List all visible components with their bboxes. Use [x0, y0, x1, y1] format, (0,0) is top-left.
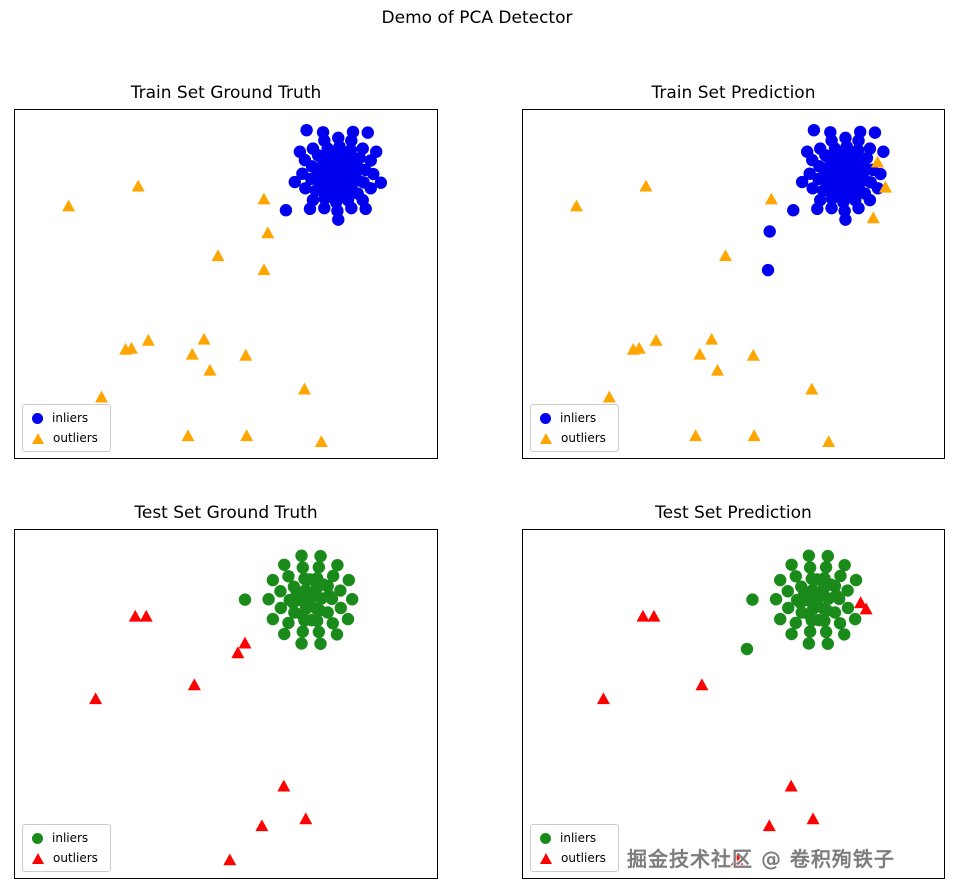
watermark-text: 掘金技术社区 @ 卷积殉铁子 — [627, 847, 895, 871]
legend-label-inliers: inliers — [560, 411, 597, 425]
outliers-marker-icon — [32, 852, 44, 864]
outliers-marker-icon — [32, 432, 44, 444]
subplot-title-train-prediction: Train Set Prediction — [651, 83, 816, 103]
legend-label-outliers: outliers — [561, 431, 606, 445]
axes-test-prediction: inliers outliers — [522, 529, 945, 879]
figure-title: Demo of PCA Detector — [381, 8, 573, 28]
legend-row-inliers: inliers — [540, 411, 606, 425]
legend-test-ground-truth: inliers outliers — [22, 824, 111, 872]
legend-test-prediction: inliers outliers — [530, 824, 619, 872]
legend-row-inliers: inliers — [32, 411, 98, 425]
inliers-marker-icon — [32, 412, 43, 424]
legend-label-outliers: outliers — [53, 851, 98, 865]
legend-row-outliers: outliers — [540, 851, 606, 865]
legend-train-ground-truth: inliers outliers — [22, 404, 111, 452]
legend-label-inliers: inliers — [560, 831, 597, 845]
legend-row-outliers: outliers — [32, 851, 98, 865]
subplot-title-train-ground-truth: Train Set Ground Truth — [130, 83, 322, 103]
legend-label-outliers: outliers — [561, 851, 606, 865]
axes-test-ground-truth: inliers outliers — [14, 529, 438, 879]
outliers-marker-icon — [540, 852, 552, 864]
axes-train-ground-truth: inliers outliers — [14, 109, 438, 459]
outliers-marker-icon — [540, 432, 552, 444]
legend-train-prediction: inliers outliers — [530, 404, 619, 452]
legend-label-inliers: inliers — [52, 411, 89, 425]
legend-row-outliers: outliers — [32, 431, 98, 445]
subplot-title-test-prediction: Test Set Prediction — [655, 503, 812, 523]
inliers-marker-icon — [32, 832, 43, 844]
subplot-title-test-ground-truth: Test Set Ground Truth — [134, 503, 318, 523]
legend-label-outliers: outliers — [53, 431, 98, 445]
legend-row-inliers: inliers — [540, 831, 606, 845]
legend-row-outliers: outliers — [540, 431, 606, 445]
inliers-marker-icon — [540, 412, 551, 424]
axes-train-prediction: inliers outliers — [522, 109, 945, 459]
inliers-marker-icon — [540, 832, 551, 844]
legend-label-inliers: inliers — [52, 831, 89, 845]
legend-row-inliers: inliers — [32, 831, 98, 845]
